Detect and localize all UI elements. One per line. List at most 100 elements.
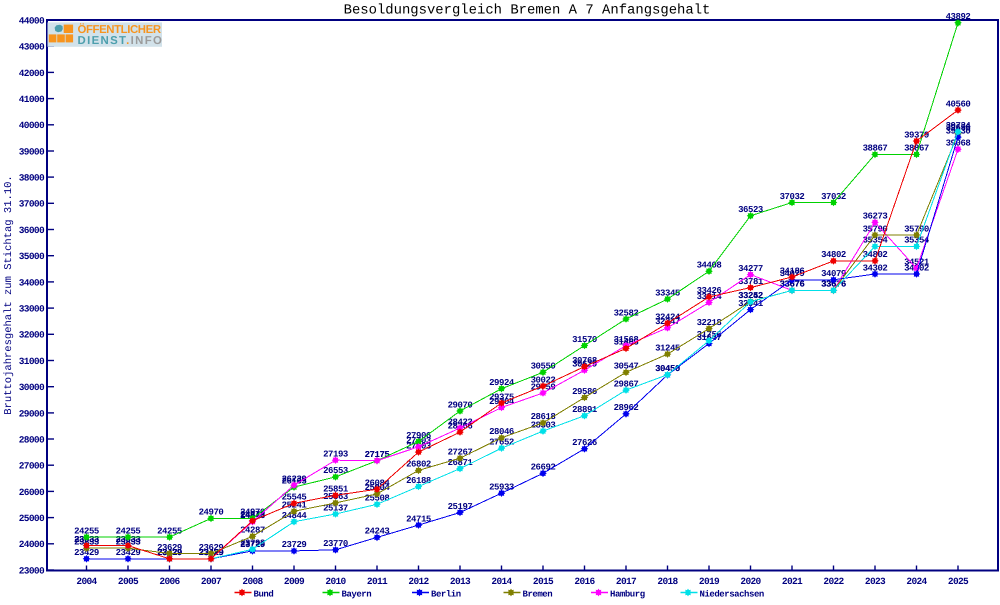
svg-text:28046: 28046 [489, 427, 514, 437]
svg-text:32218: 32218 [697, 318, 722, 328]
svg-text:28000: 28000 [19, 434, 45, 445]
svg-text:41000: 41000 [19, 94, 45, 105]
svg-text:24255: 24255 [116, 526, 141, 536]
svg-text:27193: 27193 [323, 450, 348, 460]
svg-text:33781: 33781 [738, 277, 764, 287]
svg-text:2010: 2010 [325, 576, 346, 587]
svg-text:30768: 30768 [572, 356, 597, 366]
svg-text:2023: 2023 [865, 576, 886, 587]
svg-text:30022: 30022 [531, 375, 556, 385]
svg-text:32582: 32582 [614, 308, 639, 318]
svg-text:29070: 29070 [448, 400, 473, 410]
svg-text:39000: 39000 [19, 146, 45, 157]
svg-text:2015: 2015 [533, 576, 554, 587]
svg-text:24970: 24970 [240, 508, 265, 518]
svg-text:23729: 23729 [282, 540, 307, 550]
svg-text:24970: 24970 [199, 508, 224, 518]
svg-text:36000: 36000 [19, 225, 45, 236]
svg-text:28422: 28422 [448, 417, 473, 427]
svg-text:40000: 40000 [19, 120, 45, 131]
svg-text:24255: 24255 [74, 526, 99, 536]
svg-text:29375: 29375 [489, 392, 514, 402]
svg-text:26000: 26000 [19, 487, 45, 498]
svg-text:ÖFFENTLICHER: ÖFFENTLICHER [78, 23, 161, 36]
svg-text:25933: 25933 [489, 483, 514, 493]
svg-text:33426: 33426 [697, 286, 722, 296]
svg-text:26084: 26084 [365, 479, 391, 489]
svg-text:2018: 2018 [657, 576, 678, 587]
svg-text:39068: 39068 [946, 139, 971, 149]
svg-text:26802: 26802 [406, 460, 431, 470]
svg-text:34079: 34079 [821, 269, 846, 279]
svg-text:27906: 27906 [406, 431, 431, 441]
svg-text:24255: 24255 [157, 526, 182, 536]
svg-text:30547: 30547 [614, 362, 639, 372]
svg-text:27267: 27267 [448, 448, 473, 458]
svg-text:34802: 34802 [821, 250, 846, 260]
svg-text:2006: 2006 [159, 576, 180, 587]
svg-text:33676: 33676 [821, 280, 846, 290]
svg-text:2022: 2022 [823, 576, 844, 587]
svg-text:38867: 38867 [904, 144, 929, 154]
svg-text:33676: 33676 [821, 280, 846, 290]
svg-text:29867: 29867 [614, 379, 639, 389]
svg-text:23729: 23729 [240, 540, 265, 550]
svg-text:25545: 25545 [282, 493, 307, 503]
svg-text:40560: 40560 [946, 99, 971, 109]
svg-text:39379: 39379 [904, 130, 929, 140]
svg-text:2012: 2012 [408, 576, 429, 587]
svg-text:26165: 26165 [282, 476, 307, 486]
svg-text:2016: 2016 [574, 576, 595, 587]
svg-text:38867: 38867 [863, 144, 888, 154]
svg-text:35354: 35354 [863, 236, 889, 246]
svg-text:26188: 26188 [406, 476, 431, 486]
svg-text:37032: 37032 [780, 192, 805, 202]
svg-text:33252: 33252 [738, 291, 763, 301]
svg-text:27626: 27626 [572, 438, 597, 448]
svg-text:2025: 2025 [948, 576, 969, 587]
svg-text:23000: 23000 [19, 565, 45, 576]
svg-text:34408: 34408 [697, 261, 722, 271]
svg-text:33345: 33345 [655, 288, 680, 298]
svg-text:31756: 31756 [697, 330, 722, 340]
svg-text:33000: 33000 [19, 304, 45, 315]
svg-text:2021: 2021 [782, 576, 803, 587]
svg-text:36523: 36523 [738, 205, 763, 215]
svg-text:30450: 30450 [655, 364, 680, 374]
svg-text:2007: 2007 [201, 576, 222, 587]
svg-text:42000: 42000 [19, 68, 45, 79]
svg-text:2005: 2005 [118, 576, 139, 587]
svg-text:24287: 24287 [240, 526, 265, 536]
svg-text:30456: 30456 [655, 364, 680, 374]
svg-text:Besoldungsvergleich Bremen A 7: Besoldungsvergleich Bremen A 7 Anfangsge… [344, 3, 711, 19]
svg-text:28618: 28618 [531, 412, 556, 422]
svg-text:35790: 35790 [863, 224, 888, 234]
svg-text:23629: 23629 [199, 543, 224, 553]
svg-text:25851: 25851 [323, 485, 349, 495]
svg-text:29924: 29924 [489, 378, 515, 388]
svg-text:33676: 33676 [821, 280, 846, 290]
svg-text:31570: 31570 [572, 335, 597, 345]
svg-text:43892: 43892 [946, 12, 971, 22]
svg-text:Berlin: Berlin [431, 590, 461, 600]
svg-text:23770: 23770 [323, 539, 348, 549]
svg-text:34277: 34277 [738, 264, 763, 274]
svg-text:33242: 33242 [738, 291, 763, 301]
svg-text:31000: 31000 [19, 356, 45, 367]
svg-text:Hamburg: Hamburg [610, 590, 645, 600]
svg-text:35354: 35354 [904, 236, 930, 246]
svg-text:25000: 25000 [19, 513, 45, 524]
svg-text:35000: 35000 [19, 251, 45, 262]
svg-text:28891: 28891 [572, 405, 598, 415]
svg-text:33676: 33676 [780, 280, 805, 290]
svg-text:29000: 29000 [19, 408, 45, 419]
svg-text:44000: 44000 [19, 15, 45, 26]
svg-text:30000: 30000 [19, 382, 45, 393]
svg-text:24000: 24000 [19, 539, 45, 550]
svg-text:25197: 25197 [448, 502, 473, 512]
svg-text:24844: 24844 [282, 511, 308, 521]
svg-text:Bund: Bund [254, 590, 274, 600]
svg-text:DIENST.INFO: DIENST.INFO [78, 35, 164, 47]
svg-text:34000: 34000 [19, 277, 45, 288]
svg-text:26239: 26239 [282, 475, 307, 485]
